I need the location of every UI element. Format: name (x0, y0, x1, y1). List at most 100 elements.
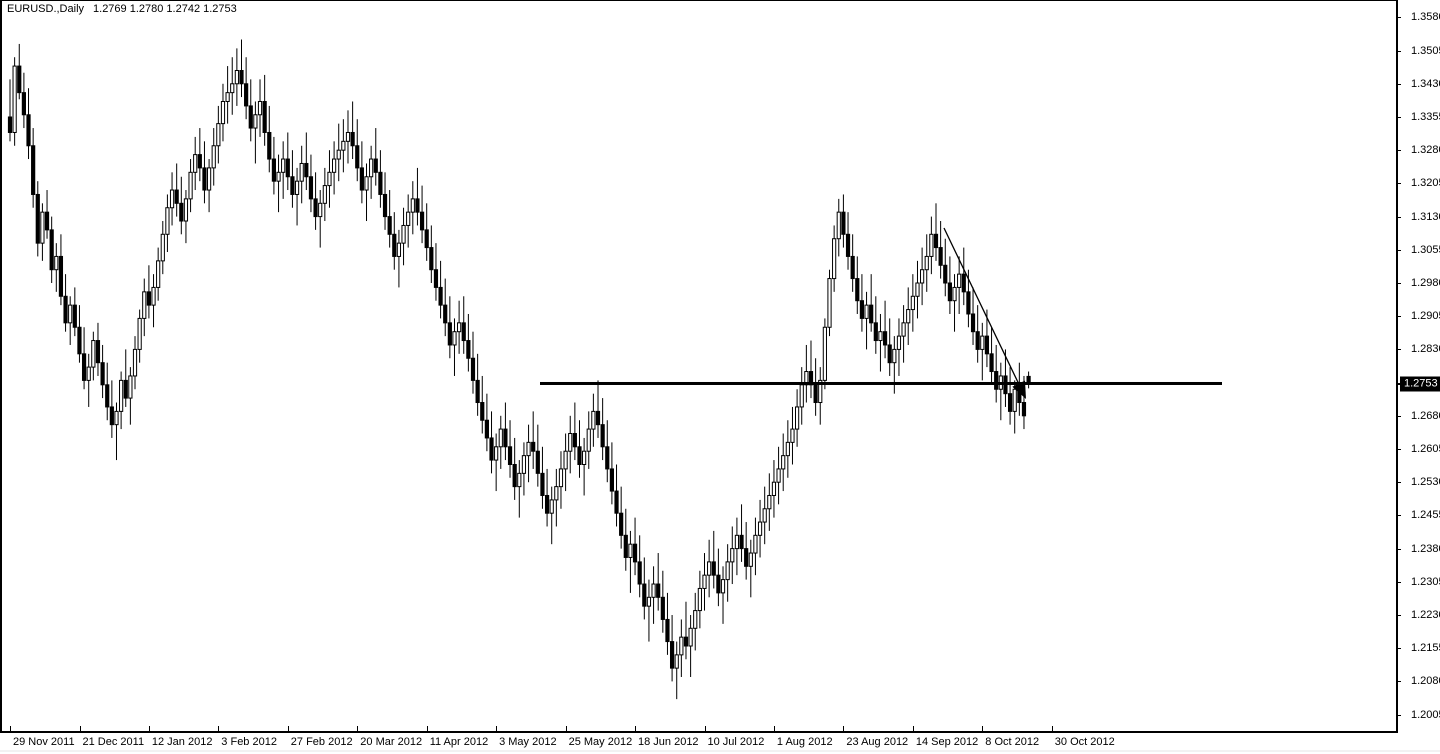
current-price-tick (1396, 382, 1401, 385)
price-axis-label: 1.2305 (1411, 575, 1440, 588)
window-bottom-edge (0, 750, 1440, 752)
candle-body-bearish (77, 326, 82, 355)
price-axis-tick (1396, 482, 1401, 484)
candle-wick (893, 336, 895, 394)
candle-wick (518, 460, 520, 518)
candle-body-bullish (688, 627, 693, 647)
time-axis-label: 18 Jun 2012 (638, 736, 699, 748)
candle-body-bullish (906, 309, 911, 324)
candle-body-bearish (660, 596, 665, 620)
candle-wick (398, 229, 400, 288)
price-axis-tick (1396, 648, 1401, 650)
time-axis-divider (0, 731, 1398, 733)
candle-body-bearish (882, 331, 888, 346)
candle-body-bearish (966, 291, 971, 315)
candle-wick (296, 167, 298, 226)
time-axis-label: 23 Aug 2012 (846, 736, 909, 748)
candle-wick (657, 553, 659, 611)
time-axis-label: 21 Dec 2011 (82, 736, 145, 748)
candle-body-bearish (202, 167, 207, 191)
candle-body-bearish (855, 278, 860, 302)
candle-body-bullish (781, 455, 786, 470)
candle-body-bearish (359, 167, 364, 191)
candle-wick (866, 291, 868, 350)
candle-body-bearish (447, 322, 452, 346)
candle-body-bullish (193, 154, 198, 173)
candle-body-bullish (119, 379, 124, 412)
candle-body-bearish (480, 402, 485, 421)
time-axis-tick (912, 726, 914, 732)
candle-wick (305, 132, 307, 191)
candle-body-bearish (961, 273, 966, 293)
candle-body-bearish (540, 472, 545, 496)
candle-body-bearish (35, 193, 40, 244)
candle-body-bearish (21, 92, 26, 116)
candle-body-bullish (878, 331, 883, 342)
time-axis-tick (635, 726, 636, 732)
candle-wick (115, 402, 117, 461)
chart-top-border (0, 0, 1398, 1)
candle-body-bearish (716, 574, 721, 594)
horizontal-support-line[interactable] (540, 381, 1222, 385)
candle-body-bullish (674, 654, 679, 669)
candle-body-bullish (697, 587, 702, 612)
candle-body-bullish (341, 140, 346, 151)
price-axis-label: 1.3205 (1411, 177, 1440, 190)
candle-body-bullish (762, 508, 767, 523)
candle-body-bearish (887, 344, 892, 364)
price-axis-label: 1.3055 (1411, 243, 1440, 256)
price-axis-label: 1.2455 (1411, 509, 1440, 522)
candle-body-bullish (318, 202, 323, 218)
candle-body-bearish (994, 371, 999, 390)
candle-wick (453, 318, 455, 376)
candle-body-bullish (299, 162, 304, 182)
candle-body-bearish (146, 291, 152, 306)
candle-wick (741, 504, 743, 562)
candle-body-bearish (535, 450, 540, 474)
candle-wick (676, 641, 678, 700)
chart-plot-area[interactable] (2, 1, 1396, 731)
price-axis-label: 1.2005 (1411, 708, 1440, 721)
candle-body-bearish (105, 384, 110, 408)
candle-body-bullish (216, 123, 221, 147)
candle-wick (551, 486, 553, 545)
trend-arrow-shaft[interactable] (943, 227, 1020, 384)
price-axis-tick (1396, 17, 1401, 19)
candle-body-bullish (693, 610, 698, 629)
candle-wick (574, 402, 576, 461)
candle-body-bearish (26, 114, 31, 147)
candle-body-bullish (40, 211, 45, 244)
time-axis-label: 10 Jul 2012 (707, 736, 765, 748)
price-axis-tick (1396, 515, 1401, 517)
price-axis-label: 1.2605 (1411, 443, 1440, 455)
candle-body-bearish (873, 322, 878, 342)
candle-wick (278, 154, 280, 213)
candle-body-bullish (151, 286, 156, 306)
candle-body-bullish (568, 433, 573, 452)
candle-body-bearish (531, 441, 536, 452)
candle-body-bullish (776, 468, 781, 483)
price-axis-tick (1396, 681, 1401, 683)
candle-wick (884, 300, 886, 359)
candle-body-bearish (355, 145, 360, 169)
candle-body-bearish (943, 264, 948, 284)
candle-body-bullish (910, 295, 915, 311)
time-axis-tick (357, 726, 359, 732)
time-axis-label: 8 Oct 2012 (985, 736, 1040, 748)
time-axis-label: 11 Apr 2012 (429, 736, 489, 748)
candle-body-bullish (452, 331, 457, 346)
current-price-badge: 1.2753 (1400, 376, 1440, 391)
candle-body-bullish (748, 552, 753, 567)
price-axis-label: 1.2230 (1411, 609, 1440, 621)
price-axis-label: 1.2680 (1411, 409, 1440, 422)
candle-body-bearish (109, 406, 114, 426)
candle-body-bullish (206, 167, 212, 191)
price-axis-tick (1396, 581, 1401, 583)
chart-symbol-header: EURUSD.,Daily 1.2769 1.2780 1.2742 1.2753 (7, 3, 237, 15)
trend-arrow-head[interactable] (1012, 380, 1026, 399)
candle-body-bearish (95, 340, 101, 364)
candle-body-bearish (438, 286, 443, 306)
candle-body-bullish (957, 273, 962, 288)
candle-body-bullish (526, 441, 531, 457)
price-axis-label: 1.2905 (1411, 310, 1440, 323)
